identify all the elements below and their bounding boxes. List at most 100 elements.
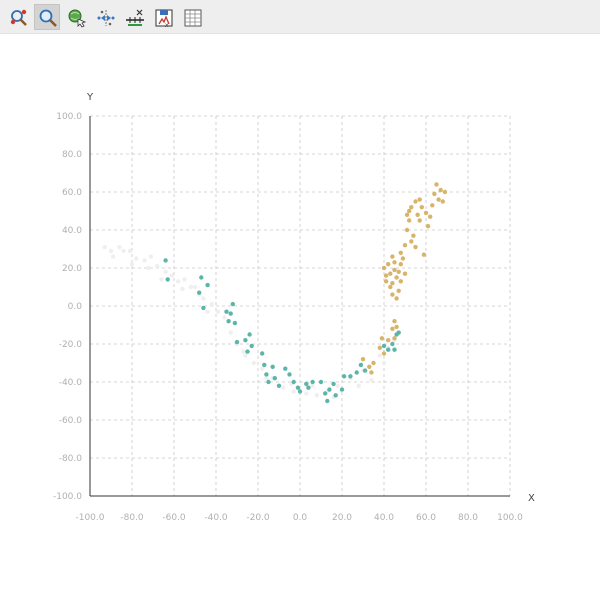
data-point (369, 370, 374, 375)
data-point (192, 284, 198, 290)
data-point (180, 286, 185, 292)
y-tick-label: 60.0 (62, 188, 82, 198)
data-point (442, 189, 448, 195)
data-point (369, 377, 374, 383)
data-point (262, 362, 267, 368)
x-tick-label: 40.0 (374, 513, 394, 523)
data-point (396, 330, 401, 335)
data-point (381, 343, 387, 349)
zoom-select-button[interactable] (5, 4, 31, 30)
data-point (129, 262, 135, 267)
data-point (270, 364, 275, 369)
x-tick-label: 0.0 (293, 513, 308, 523)
data-point (390, 326, 395, 331)
data-point (407, 208, 412, 214)
axis-edit-button[interactable] (121, 4, 147, 30)
data-point (333, 393, 338, 398)
y-tick-label: 40.0 (62, 226, 82, 236)
x-tick-label: -80.0 (120, 513, 144, 523)
y-tick-label: -20.0 (59, 340, 83, 350)
zoom-button[interactable] (34, 4, 60, 30)
y-axis-label: Y (86, 92, 94, 103)
data-point (407, 218, 412, 223)
data-point (409, 205, 414, 210)
data-point (232, 320, 238, 326)
data-point (404, 212, 410, 217)
data-point (148, 254, 154, 259)
data-point (260, 366, 265, 371)
data-point (339, 387, 345, 392)
data-point (392, 260, 397, 265)
data-point (383, 279, 389, 284)
data-point (297, 389, 303, 394)
data-point (260, 351, 265, 356)
y-tick-label: 80.0 (62, 150, 82, 160)
data-point (215, 309, 221, 314)
data-point (182, 277, 187, 282)
data-point (295, 385, 301, 390)
data-point (383, 273, 389, 278)
data-point (388, 284, 393, 290)
data-point (421, 252, 427, 257)
data-point (197, 290, 202, 295)
data-point (419, 205, 424, 210)
data-point (381, 265, 387, 271)
data-point (310, 379, 315, 385)
y-tick-label: -100.0 (53, 492, 82, 502)
data-point (117, 244, 122, 250)
data-table-button[interactable] (179, 4, 205, 30)
data-point (188, 284, 193, 290)
data-point (243, 338, 248, 343)
x-tick-label: 20.0 (332, 513, 352, 523)
data-point (417, 197, 422, 202)
data-point (241, 349, 246, 354)
data-point (392, 267, 397, 273)
data-point (163, 269, 168, 274)
data-point (228, 311, 233, 316)
data-point (121, 248, 126, 254)
data-point (165, 277, 170, 282)
gridlines (90, 115, 511, 496)
data-point (155, 263, 160, 269)
data-point (423, 210, 429, 216)
data-point (327, 387, 332, 392)
data-point (381, 360, 387, 366)
data-point (394, 275, 399, 280)
data-point (264, 376, 269, 381)
toolbar: x (0, 0, 600, 34)
move-points-button[interactable] (92, 4, 118, 30)
data-point (413, 199, 418, 204)
x-tick-label: -40.0 (204, 513, 228, 523)
data-point (291, 389, 296, 394)
data-point (436, 197, 441, 202)
data-point (390, 292, 395, 297)
data-point (392, 319, 397, 324)
y-tick-label: 20.0 (62, 264, 82, 274)
data-point (266, 379, 271, 385)
scatter-chart: -100.0 -80.0 -60.0 -40.0 -20.0 0.0 20.0 40.0 60.… (53, 92, 535, 523)
data-point (390, 281, 395, 286)
data-point (176, 279, 181, 284)
data-point (402, 243, 408, 248)
data-point (323, 391, 328, 396)
globe-select-button[interactable] (63, 4, 89, 30)
data-point (392, 347, 397, 352)
zoom-icon (39, 9, 57, 27)
data-point (409, 239, 414, 244)
data-table-icon (184, 9, 202, 27)
y-tick-label: 100.0 (56, 112, 82, 122)
data-point (159, 277, 164, 282)
data-point (314, 393, 319, 398)
data-point (110, 254, 116, 259)
data-point (272, 376, 277, 381)
data-point (205, 282, 210, 288)
y-tick-label: 0.0 (68, 302, 83, 312)
data-point (276, 383, 282, 388)
globe-select-icon (68, 9, 87, 28)
x-axis-label: X (528, 493, 535, 504)
y-tick-label: -80.0 (59, 454, 83, 464)
data-point (386, 262, 391, 267)
data-point (354, 370, 359, 375)
data-point (398, 262, 403, 267)
save-export-button[interactable]: x (150, 4, 176, 30)
